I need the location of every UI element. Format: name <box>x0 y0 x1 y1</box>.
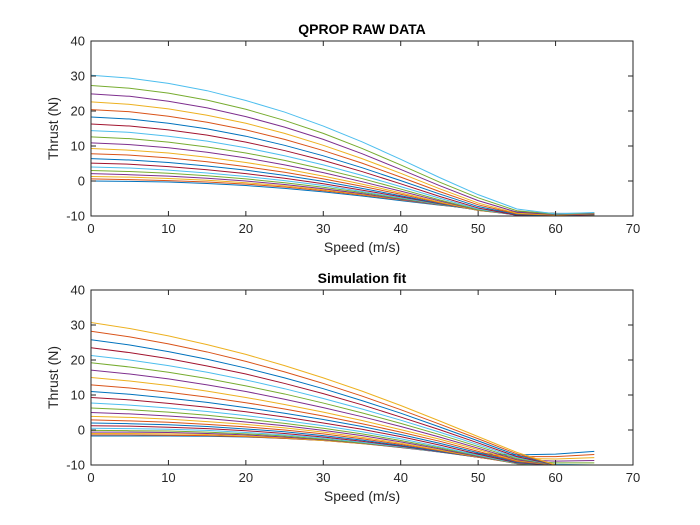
series-line-17 <box>91 101 595 216</box>
y-tick-label: 30 <box>71 69 85 84</box>
series-line-19 <box>91 84 595 215</box>
y-tick-label: 40 <box>71 283 85 298</box>
y-tick-label: -10 <box>66 209 85 224</box>
x-tick-label: 10 <box>161 470 175 485</box>
series-lines <box>91 74 595 216</box>
series-line-14 <box>91 123 595 216</box>
x-tick-label: 70 <box>626 470 640 485</box>
chart-title: Simulation fit <box>318 270 407 286</box>
series-line-18 <box>91 93 595 216</box>
series-line-15 <box>91 116 595 216</box>
series-line-20 <box>91 74 595 215</box>
x-axis-label: Speed (m/s) <box>324 488 400 504</box>
x-tick-label: 0 <box>87 221 94 236</box>
y-tick-label: 10 <box>71 139 85 154</box>
y-tick-label: 10 <box>71 388 85 403</box>
y-tick-label: 30 <box>71 318 85 333</box>
axes-box <box>90 289 634 466</box>
y-axis-label: Thrust (N) <box>45 346 61 409</box>
series-line-15 <box>91 391 595 465</box>
series-line-21 <box>91 347 595 465</box>
series-line-20 <box>91 354 595 465</box>
series-line-14 <box>91 396 595 465</box>
series-line-4 <box>91 431 595 462</box>
chart-title: QPROP RAW DATA <box>298 21 426 37</box>
x-tick-label: 60 <box>548 221 562 236</box>
x-tick-label: 0 <box>87 470 94 485</box>
series-line-24 <box>91 322 595 465</box>
series-line-16 <box>91 384 595 465</box>
x-tick-label: 50 <box>471 470 485 485</box>
series-lines <box>91 322 595 465</box>
y-tick-label: 40 <box>71 34 85 49</box>
x-axis-label: Speed (m/s) <box>324 239 400 255</box>
x-tick-label: 20 <box>239 221 253 236</box>
x-tick-label: 30 <box>316 221 330 236</box>
series-line-18 <box>91 369 595 465</box>
plot-area <box>91 41 633 216</box>
y-axis-label: Thrust (N) <box>45 97 61 160</box>
x-tick-label: 60 <box>548 470 562 485</box>
x-tick-label: 30 <box>316 470 330 485</box>
y-tick-label: 0 <box>78 174 85 189</box>
y-tick-label: 0 <box>78 423 85 438</box>
x-tick-label: 20 <box>239 470 253 485</box>
x-tick-label: 10 <box>161 221 175 236</box>
series-line-19 <box>91 362 595 465</box>
x-tick-label: 40 <box>393 221 407 236</box>
axes-box <box>90 40 634 217</box>
x-tick-label: 40 <box>393 470 407 485</box>
x-tick-label: 70 <box>626 221 640 236</box>
series-line-23 <box>91 330 595 465</box>
series-line-16 <box>91 109 595 216</box>
series-line-22 <box>91 339 595 465</box>
x-tick-label: 50 <box>471 221 485 236</box>
y-tick-label: -10 <box>66 458 85 473</box>
series-line-17 <box>91 377 595 465</box>
y-tick-label: 20 <box>71 104 85 119</box>
y-tick-label: 20 <box>71 353 85 368</box>
